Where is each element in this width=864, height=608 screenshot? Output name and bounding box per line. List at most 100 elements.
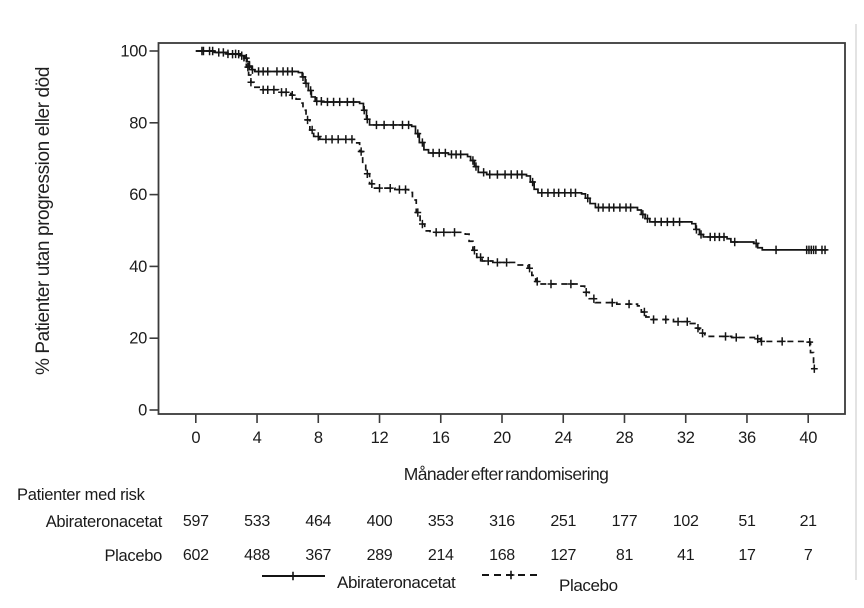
censor-mark <box>389 120 397 130</box>
x-tick-label: 32 <box>677 429 695 447</box>
censor-mark <box>486 170 494 179</box>
censor-mark <box>529 177 537 187</box>
risk-count: 7 <box>803 547 813 564</box>
censor-mark <box>477 253 484 262</box>
censor-mark <box>317 97 325 106</box>
censor-mark <box>610 203 618 212</box>
censor-mark <box>590 294 598 303</box>
x-tick-label: 8 <box>314 429 323 447</box>
risk-count: 214 <box>427 547 454 564</box>
censor-mark <box>572 188 579 198</box>
y-tick-label: 40 <box>129 258 147 276</box>
censor-mark <box>235 50 243 59</box>
censor-mark <box>402 185 409 194</box>
censor-mark <box>754 334 762 344</box>
censor-mark <box>697 230 705 239</box>
censor-mark <box>752 239 760 248</box>
risk-count: 602 <box>182 547 209 564</box>
censor-mark <box>247 78 255 87</box>
censor-mark <box>567 279 575 289</box>
risk-count: 21 <box>799 513 818 530</box>
censor-mark <box>363 169 371 178</box>
censor-mark <box>538 188 546 198</box>
risk-count: 168 <box>489 547 515 564</box>
y-tick-label: 100 <box>120 43 147 61</box>
x-tick-label: 36 <box>738 429 756 447</box>
censor-mark <box>693 225 700 234</box>
censor-mark <box>244 62 252 72</box>
censor-mark <box>663 217 671 227</box>
censor-mark <box>380 120 388 130</box>
censor-mark <box>288 67 296 76</box>
censor-mark <box>484 256 492 266</box>
censor-mark <box>469 156 477 165</box>
censor-mark <box>810 364 818 373</box>
risk-count: 81 <box>615 547 634 564</box>
censor-mark <box>418 138 426 147</box>
risk-count: 41 <box>677 547 695 564</box>
censor-mark <box>373 120 380 130</box>
risk-count: 488 <box>244 547 270 564</box>
censor-mark <box>342 135 350 144</box>
censor-mark <box>694 323 702 333</box>
censor-mark <box>414 129 422 138</box>
censor-mark <box>640 307 648 317</box>
risk-count: 533 <box>244 513 270 530</box>
censor-mark <box>480 168 488 177</box>
censor-mark <box>507 170 515 179</box>
censor-mark <box>533 277 541 286</box>
censor-mark <box>396 185 403 194</box>
risk-count: 316 <box>489 513 515 530</box>
censor-mark <box>670 217 677 227</box>
risk-count: 464 <box>305 513 332 530</box>
risk-count: 177 <box>611 513 638 530</box>
censor-mark <box>264 85 272 94</box>
censor-mark <box>386 183 394 193</box>
y-tick-label: 20 <box>129 330 147 348</box>
censor-mark <box>308 125 316 135</box>
y-tick-label: 80 <box>129 114 147 132</box>
curve-abirateronacetat <box>195 50 828 251</box>
censor-mark <box>273 67 281 76</box>
scan-edge-artifact <box>855 24 857 580</box>
censor-mark <box>348 135 356 144</box>
censor-mark <box>494 170 501 179</box>
censor-mark <box>616 203 624 212</box>
censor-mark <box>599 203 607 212</box>
plot-frame <box>157 42 846 415</box>
censor-mark <box>229 50 236 59</box>
censor-mark <box>699 328 706 338</box>
censor-mark <box>324 97 331 107</box>
censor-mark <box>457 150 465 159</box>
risk-count: 17 <box>738 547 756 564</box>
risk-count: 597 <box>182 513 209 530</box>
censor-mark <box>429 148 437 158</box>
censor-mark <box>472 162 480 171</box>
censor-mark <box>328 135 336 144</box>
censor-mark <box>288 90 296 100</box>
x-tick-label: 28 <box>616 429 634 447</box>
censor-mark <box>200 46 207 56</box>
censor-mark <box>435 148 443 158</box>
censor-mark <box>360 106 368 115</box>
censor-mark <box>330 97 337 107</box>
censor-mark <box>657 217 665 227</box>
censor-mark <box>289 571 297 581</box>
censor-mark <box>282 88 290 97</box>
censor-mark <box>503 258 510 267</box>
censor-mark <box>544 188 552 198</box>
censor-mark <box>507 570 515 580</box>
censor-mark <box>821 245 829 255</box>
x-tick-label: 16 <box>432 429 450 447</box>
risk-count: 51 <box>738 513 756 530</box>
censor-mark <box>264 67 272 76</box>
censor-mark <box>399 120 406 130</box>
x-tick-label: 0 <box>191 429 200 447</box>
censor-mark <box>806 337 814 347</box>
censor-mark <box>432 228 440 237</box>
censor-mark <box>674 317 682 326</box>
censor-mark <box>336 97 344 107</box>
censor-mark <box>414 208 422 217</box>
